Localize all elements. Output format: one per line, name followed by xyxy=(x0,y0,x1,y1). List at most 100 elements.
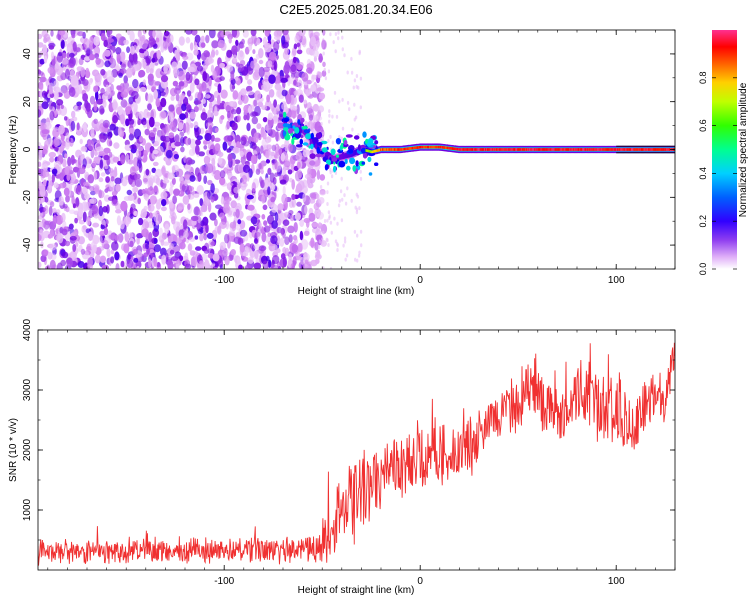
noise-speck xyxy=(358,51,361,56)
noise-speck xyxy=(135,149,142,158)
noise-speck xyxy=(322,266,325,269)
signal-blob xyxy=(330,148,336,156)
noise-speck xyxy=(202,216,209,226)
noise-speck xyxy=(213,169,221,181)
noise-speck xyxy=(346,186,349,191)
noise-speck xyxy=(69,235,77,241)
noise-speck xyxy=(86,264,94,269)
noise-speck xyxy=(314,241,319,251)
noise-speck xyxy=(271,106,278,115)
noise-speck xyxy=(125,153,130,165)
noise-speck xyxy=(57,51,63,57)
noise-speck xyxy=(340,176,343,181)
x-tick-label: 0 xyxy=(417,275,423,286)
noise-speck xyxy=(342,243,345,248)
signal-core xyxy=(492,148,495,151)
noise-speck xyxy=(169,186,174,196)
noise-speck xyxy=(179,113,186,120)
noise-speck xyxy=(108,151,113,158)
noise-speck xyxy=(331,114,334,119)
noise-speck xyxy=(258,245,267,252)
noise-speck xyxy=(227,172,233,178)
noise-speck xyxy=(336,221,339,226)
signal-core xyxy=(449,147,452,150)
noise-speck xyxy=(238,264,243,269)
signal-core xyxy=(391,148,394,151)
noise-speck xyxy=(222,250,229,256)
noise-speck xyxy=(184,179,188,187)
noise-speck xyxy=(321,237,324,242)
noise-speck xyxy=(264,42,272,53)
signal-blob xyxy=(360,147,367,154)
noise-speck xyxy=(224,233,230,244)
noise-speck xyxy=(103,49,111,57)
snr-x-axis: -100 0 100 xyxy=(47,330,676,587)
signal-core xyxy=(645,148,648,151)
noise-speck xyxy=(93,118,98,125)
noise-speck xyxy=(283,64,290,75)
signal-blob xyxy=(362,131,367,138)
noise-speck xyxy=(240,88,247,96)
signal-core xyxy=(548,148,551,151)
signal-core xyxy=(628,148,630,151)
noise-speck xyxy=(276,104,281,112)
signal-blob xyxy=(315,132,322,139)
noise-speck xyxy=(295,151,303,162)
noise-speck xyxy=(249,243,255,250)
noise-speck xyxy=(297,79,303,89)
signal-core xyxy=(606,148,608,151)
noise-speck xyxy=(327,138,330,143)
signal-core xyxy=(661,148,663,151)
noise-speck xyxy=(80,146,88,152)
noise-speck xyxy=(224,31,232,36)
noise-speck xyxy=(64,240,71,247)
noise-speck xyxy=(82,225,87,230)
noise-speck xyxy=(87,174,95,184)
signal-core xyxy=(500,148,503,151)
noise-speck xyxy=(343,193,346,198)
noise-speck xyxy=(281,103,288,110)
signal-core xyxy=(631,148,634,151)
noise-speck xyxy=(155,214,162,224)
noise-speck xyxy=(114,251,120,261)
signal-blob xyxy=(284,133,291,141)
signal-core xyxy=(378,148,380,152)
signal-core xyxy=(663,148,665,151)
signal-core xyxy=(477,148,479,151)
noise-speck xyxy=(42,44,48,55)
noise-speck xyxy=(104,164,109,170)
signal-core xyxy=(486,148,489,151)
colorbar-tick-label: 0.0 xyxy=(698,263,708,276)
signal-core xyxy=(368,149,370,153)
snr-y-axis: 1000 2000 3000 4000 xyxy=(22,318,675,541)
noise-speck xyxy=(147,203,155,212)
signal-core xyxy=(646,148,649,151)
noise-speck xyxy=(105,176,110,183)
noise-speck xyxy=(219,212,225,220)
noise-speck xyxy=(225,220,229,230)
noise-speck xyxy=(38,109,42,118)
noise-speck xyxy=(322,230,325,235)
signal-core xyxy=(366,149,368,152)
signal-core xyxy=(610,148,612,151)
signal-core xyxy=(373,150,375,153)
noise-speck xyxy=(102,99,107,108)
signal-blob xyxy=(374,162,379,166)
noise-speck xyxy=(289,214,295,222)
noise-speck xyxy=(61,251,69,259)
noise-speck xyxy=(348,107,351,112)
noise-speck xyxy=(65,195,70,203)
noise-speck xyxy=(110,176,115,182)
noise-speck xyxy=(291,197,296,208)
signal-core xyxy=(491,148,494,151)
signal-blob xyxy=(361,161,366,165)
signal-core xyxy=(572,148,574,151)
signal-core xyxy=(448,146,451,150)
noise-speck xyxy=(359,169,362,174)
noise-speck xyxy=(230,200,237,209)
signal-core xyxy=(481,148,484,151)
noise-speck xyxy=(230,249,236,256)
noise-speck xyxy=(127,194,135,201)
noise-speck xyxy=(290,108,298,119)
signal-blob xyxy=(317,142,323,146)
